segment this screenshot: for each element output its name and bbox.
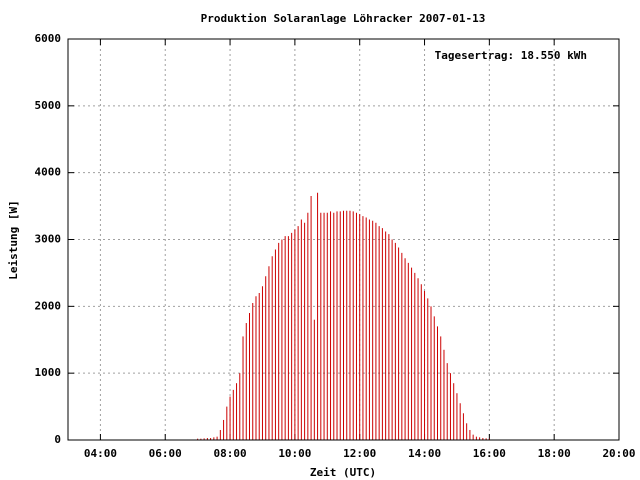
chart-title: Produktion Solaranlage Löhracker 2007-01… <box>201 12 486 25</box>
y-tick-label: 2000 <box>35 299 62 312</box>
x-tick-label: 14:00 <box>408 447 441 460</box>
plot-border <box>67 38 620 441</box>
x-tick-label: 04:00 <box>84 447 117 460</box>
y-axis-label: Leistung [W] <box>7 200 20 279</box>
x-tick-label: 10:00 <box>278 447 311 460</box>
x-tick-label: 12:00 <box>343 447 376 460</box>
y-tick-label: 5000 <box>35 99 62 112</box>
y-tick-label: 1000 <box>35 366 62 379</box>
x-tick-label: 06:00 <box>149 447 182 460</box>
x-tick-label: 20:00 <box>602 447 635 460</box>
plot-marks <box>197 192 490 440</box>
x-tick-label: 08:00 <box>213 447 246 460</box>
y-tick-label: 4000 <box>35 166 62 179</box>
x-tick-label: 16:00 <box>473 447 506 460</box>
annotation: Tagesertrag: 18.550 kWh <box>435 49 587 62</box>
y-tick-label: 3000 <box>35 233 62 246</box>
x-tick-label: 18:00 <box>538 447 571 460</box>
x-axis-label: Zeit (UTC) <box>310 466 376 479</box>
y-tick-label: 0 <box>54 433 61 446</box>
y-tick-label: 6000 <box>35 32 62 45</box>
